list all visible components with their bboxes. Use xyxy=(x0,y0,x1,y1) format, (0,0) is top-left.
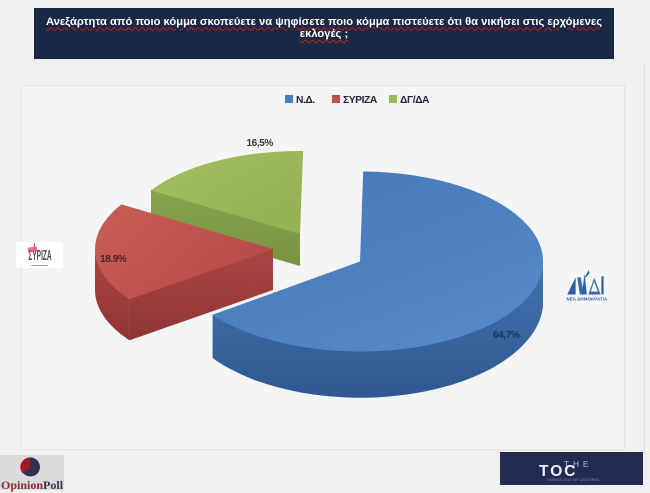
svg-text:ΝΕΑ ΔΗΜΟΚΡΑΤΙΑ: ΝΕΑ ΔΗΜΟΚΡΑΤΙΑ xyxy=(567,297,609,302)
svg-text:18.9%: 18.9% xyxy=(100,254,127,265)
svg-text:16,5%: 16,5% xyxy=(247,138,274,149)
svg-text:64,7%: 64,7% xyxy=(493,330,520,341)
